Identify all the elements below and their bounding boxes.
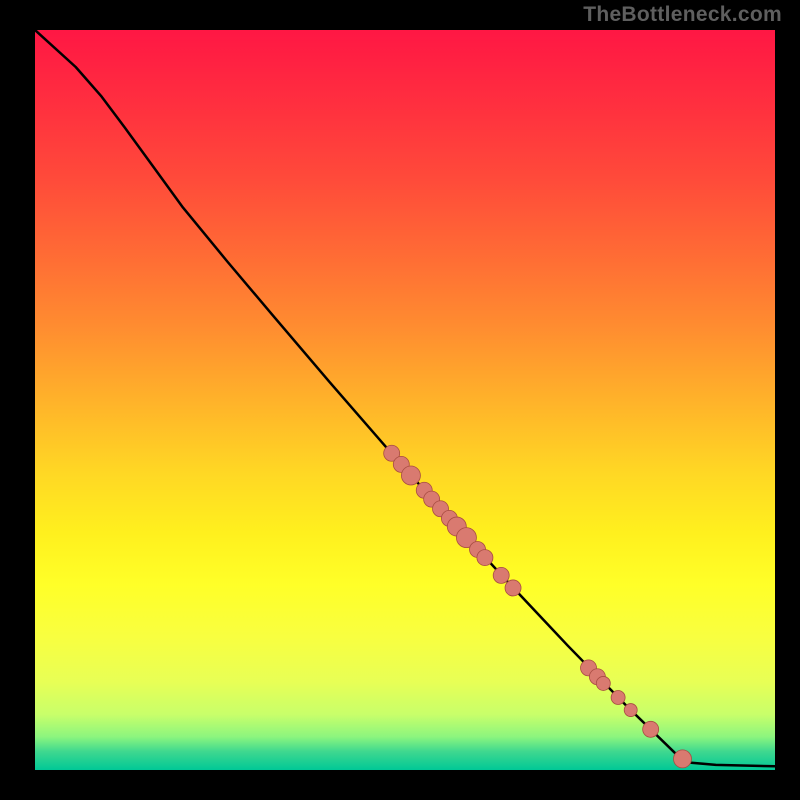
chart-background bbox=[35, 30, 775, 770]
data-marker bbox=[624, 704, 637, 717]
data-marker bbox=[596, 676, 610, 690]
data-marker bbox=[505, 580, 521, 596]
data-marker bbox=[674, 750, 692, 768]
chart-svg bbox=[35, 30, 775, 770]
data-marker bbox=[477, 550, 493, 566]
data-marker bbox=[611, 690, 625, 704]
watermark-text: TheBottleneck.com bbox=[583, 3, 782, 27]
data-marker bbox=[493, 567, 509, 583]
data-marker bbox=[401, 466, 420, 485]
chart-plot-area bbox=[35, 30, 775, 770]
data-marker bbox=[643, 721, 659, 737]
